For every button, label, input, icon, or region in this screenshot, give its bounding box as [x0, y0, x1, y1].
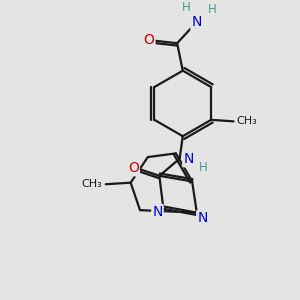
- Text: H: H: [182, 1, 191, 14]
- Text: N: N: [152, 205, 163, 219]
- Text: N: N: [197, 211, 208, 225]
- Text: N: N: [183, 152, 194, 166]
- Text: CH₃: CH₃: [237, 116, 257, 126]
- Text: H: H: [199, 161, 207, 174]
- Text: N: N: [191, 15, 202, 29]
- Text: O: O: [128, 161, 139, 175]
- Text: CH₃: CH₃: [82, 179, 103, 189]
- Text: H: H: [208, 3, 217, 16]
- Text: O: O: [144, 33, 154, 47]
